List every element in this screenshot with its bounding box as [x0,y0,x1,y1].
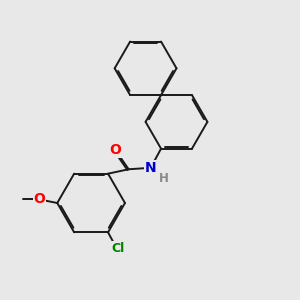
Text: Cl: Cl [112,242,125,255]
Text: O: O [110,143,121,157]
Text: O: O [34,193,46,206]
Text: N: N [145,161,157,175]
Text: H: H [159,172,169,184]
